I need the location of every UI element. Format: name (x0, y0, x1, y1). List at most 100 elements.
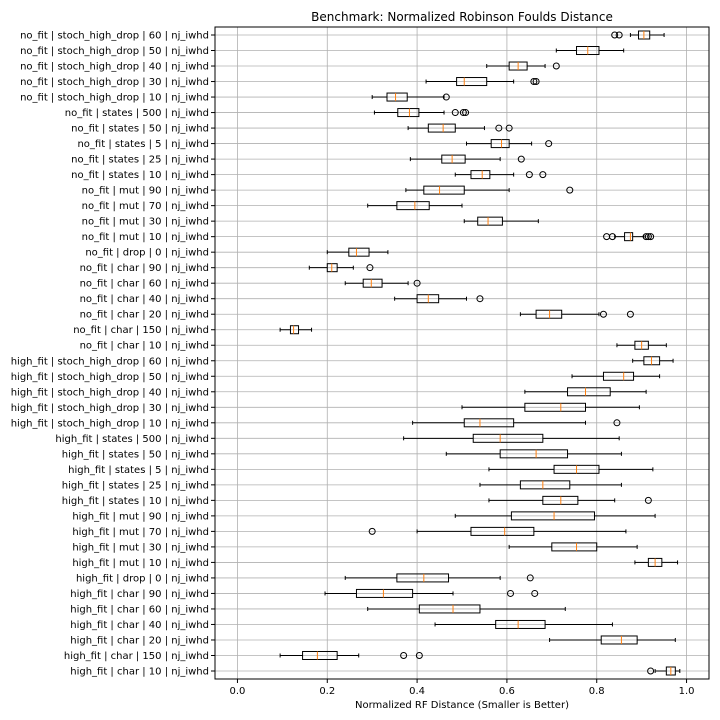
box-group (634, 557, 679, 567)
box-group (324, 588, 539, 598)
category-label: high_fit | drop | 0 | nj_iwhd (76, 573, 209, 584)
box-group (405, 185, 574, 195)
iqr-box (551, 542, 598, 552)
iqr-box (624, 232, 634, 242)
box-group (373, 108, 470, 118)
outlier-point (545, 140, 553, 148)
outlier-point (566, 186, 574, 194)
category-label: high_fit | mut | 10 | nj_iwhd (72, 558, 209, 569)
outlier-point (476, 295, 484, 303)
box-group (279, 325, 313, 335)
category-label: no_fit | stoch_high_drop | 40 | nj_iwhd (20, 62, 209, 73)
iqr-box (355, 588, 414, 598)
box-group (488, 464, 654, 474)
outlier-point (647, 667, 655, 675)
iqr-box (477, 216, 503, 226)
outlier-point (525, 171, 533, 179)
category-label: no_fit | char | 60 | nj_iwhd (80, 279, 209, 290)
x-tick-label: 0.6 (499, 686, 515, 697)
iqr-box (396, 573, 450, 583)
box-layer (279, 30, 681, 676)
iqr-box (535, 309, 563, 319)
outlier-point (366, 264, 374, 272)
iqr-box (499, 449, 569, 459)
outlier-point (400, 651, 408, 659)
x-tick-label: 1.0 (679, 686, 695, 697)
box-group (603, 232, 655, 242)
box-group (616, 340, 667, 350)
outlier-point (415, 651, 423, 659)
box-group (571, 371, 661, 381)
iqr-box (602, 371, 635, 381)
category-label: high_fit | stoch_high_drop | 10 | nj_iwh… (11, 418, 209, 429)
box-group (367, 201, 463, 211)
category-label: high_fit | states | 25 | nj_iwhd (62, 480, 209, 491)
outlier-point (413, 279, 421, 287)
box-group (279, 650, 423, 660)
category-label: high_fit | stoch_high_drop | 50 | nj_iwh… (11, 372, 209, 383)
outlier-point (451, 109, 459, 117)
x-tick-label: 0.8 (589, 686, 605, 697)
iqr-box (441, 154, 466, 164)
box-group (524, 387, 647, 397)
iqr-box (463, 418, 515, 428)
outlier-point (539, 171, 547, 179)
iqr-box (418, 604, 481, 614)
category-label: no_fit | states | 25 | nj_iwhd (71, 155, 209, 166)
category-label: no_fit | mut | 30 | nj_iwhd (82, 217, 209, 228)
box-group (555, 46, 625, 56)
box-group (403, 433, 620, 443)
iqr-box (510, 511, 595, 521)
box-group (465, 139, 553, 149)
category-label: high_fit | mut | 90 | nj_iwhd (72, 511, 209, 522)
iqr-box (348, 247, 370, 257)
category-label: no_fit | char | 40 | nj_iwhd (80, 294, 209, 305)
category-label: high_fit | char | 40 | nj_iwhd (70, 620, 209, 631)
outlier-point (615, 31, 623, 39)
category-label: no_fit | char | 90 | nj_iwhd (80, 263, 209, 274)
category-label: no_fit | char | 20 | nj_iwhd (80, 310, 209, 321)
x-axis-label: Normalized RF Distance (Smaller is Bette… (355, 700, 569, 711)
box-group (344, 278, 421, 288)
box-group (454, 511, 656, 521)
outlier-point (530, 78, 538, 86)
box-group (409, 154, 525, 164)
box-group (308, 263, 374, 273)
box-group (425, 77, 540, 87)
iqr-box (519, 480, 571, 490)
iqr-box (524, 402, 587, 412)
box-group (344, 573, 534, 583)
x-tick-label: 0.4 (409, 686, 425, 697)
outlier-point (505, 124, 513, 132)
outlier-point (507, 589, 515, 597)
box-group (632, 356, 674, 366)
outlier-point (495, 124, 503, 132)
iqr-box (490, 139, 510, 149)
iqr-box (470, 170, 491, 180)
box-group (454, 170, 547, 180)
category-label: no_fit | char | 150 | nj_iwhd (73, 325, 209, 336)
box-group (611, 30, 665, 40)
iqr-box (362, 278, 383, 288)
category-label: high_fit | stoch_high_drop | 30 | nj_iwh… (11, 403, 209, 414)
outlier-point (442, 93, 450, 101)
category-label: high_fit | char | 10 | nj_iwhd (70, 667, 209, 678)
iqr-box (396, 201, 430, 211)
outlier-point (642, 233, 650, 241)
category-label: no_fit | states | 50 | nj_iwhd (71, 124, 209, 135)
box-group (488, 495, 652, 505)
category-label: high_fit | states | 50 | nj_iwhd (62, 449, 209, 460)
category-label: high_fit | mut | 70 | nj_iwhd (72, 527, 209, 538)
category-label: high_fit | states | 5 | nj_iwhd (68, 465, 209, 476)
iqr-box (386, 92, 408, 102)
box-group (368, 526, 627, 536)
category-label: no_fit | states | 10 | nj_iwhd (71, 170, 209, 181)
x-tick-label: 0.2 (319, 686, 335, 697)
box-group (434, 619, 613, 629)
plot-frame (214, 26, 710, 680)
box-group (412, 418, 621, 428)
category-label: no_fit | mut | 90 | nj_iwhd (82, 186, 209, 197)
box-group (519, 309, 634, 319)
iqr-box (470, 526, 535, 536)
category-label: no_fit | stoch_high_drop | 60 | nj_iwhd (20, 31, 209, 42)
